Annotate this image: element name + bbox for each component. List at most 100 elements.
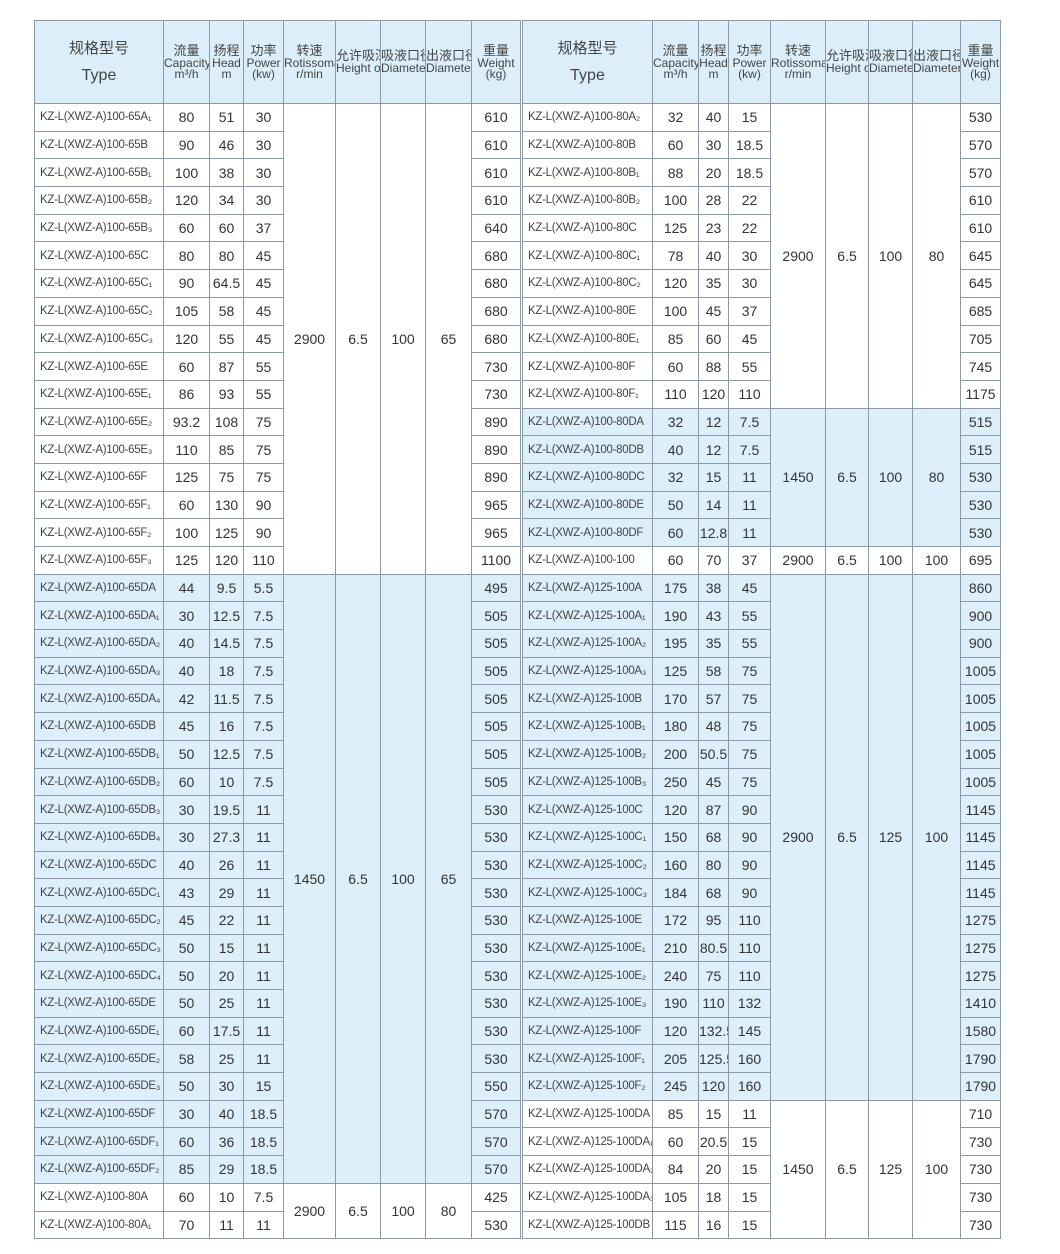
head-cell: 12 xyxy=(698,435,729,464)
capacity-cell: 60 xyxy=(652,352,699,381)
type-cell: KZ-L(XWZ-A)100-100 xyxy=(522,546,653,575)
weight-cell: 505 xyxy=(471,601,521,631)
power-cell: 11 xyxy=(243,878,284,907)
weight-cell: 890 xyxy=(471,407,521,437)
type-cell: KZ-L(XWZ-A)100-80F₁ xyxy=(522,379,653,409)
weight-cell: 610 xyxy=(471,103,521,132)
weight-cell: 530 xyxy=(471,878,521,907)
type-cell: KZ-L(XWZ-A)100-80E₁ xyxy=(522,324,653,354)
power-cell: 5.5 xyxy=(243,573,284,603)
weight-cell: 530 xyxy=(471,795,521,824)
table-row: KZ-L(XWZ-A)125-100B₃ 250 45 75 1005 xyxy=(522,767,1001,797)
speed-cell: 2900 xyxy=(770,546,826,575)
weight-cell: 730 xyxy=(960,1182,1001,1212)
head-cell: 130 xyxy=(209,490,244,520)
capacity-cell: 190 xyxy=(652,989,699,1018)
capacity-cell: 45 xyxy=(163,712,210,741)
head-cell: 20.5 xyxy=(698,1127,729,1157)
table-row: KZ-L(XWZ-A)100-65DA₄ 42 11.5 7.5 505 xyxy=(34,684,521,714)
power-cell: 7.5 xyxy=(243,1182,284,1212)
capacity-cell: 84 xyxy=(652,1155,699,1184)
weight-cell: 505 xyxy=(471,656,521,686)
table-row: KZ-L(XWZ-A)100-65DC₃ 50 15 11 530 xyxy=(34,933,521,963)
power-cell: 7.5 xyxy=(243,767,284,797)
power-cell: 75 xyxy=(243,407,284,437)
weight-cell: 610 xyxy=(960,186,1001,215)
speed-cell: 1450 xyxy=(770,407,826,548)
outlet-cell: 100 xyxy=(912,573,961,1101)
head-cell: 80 xyxy=(698,850,729,880)
weight-cell: 425 xyxy=(471,1182,521,1212)
head-cell: 40 xyxy=(698,241,729,271)
weight-cell: 1005 xyxy=(960,767,1001,797)
weight-cell: 505 xyxy=(471,684,521,714)
power-cell: 132 xyxy=(728,989,771,1018)
capacity-cell: 105 xyxy=(163,296,210,326)
power-cell: 7.5 xyxy=(243,629,284,658)
head-cell: 15 xyxy=(698,1099,729,1129)
capacity-cell: 175 xyxy=(652,573,699,603)
column-header-suction: 允许吸深Height of Suciton xyxy=(825,20,869,104)
weight-cell: 645 xyxy=(960,269,1001,298)
type-cell: KZ-L(XWZ-A)125-100A₃ xyxy=(522,656,653,686)
weight-cell: 1275 xyxy=(960,905,1001,935)
column-header-en: Diameter of Outlet xyxy=(913,61,961,75)
weight-cell: 1145 xyxy=(960,822,1001,852)
head-cell: 11.5 xyxy=(209,684,244,714)
power-cell: 55 xyxy=(728,352,771,381)
table-row: KZ-L(XWZ-A)125-100DA 85 15 11 1450 6.5 125 100 7… xyxy=(522,1099,1001,1240)
table-row: KZ-L(XWZ-A)100-80B₁ 88 20 18.5 570 xyxy=(522,158,1001,188)
power-cell: 11 xyxy=(243,850,284,880)
weight-cell: 495 xyxy=(471,573,521,603)
weight-cell: 570 xyxy=(471,1155,521,1184)
capacity-cell: 180 xyxy=(652,712,699,741)
weight-cell: 1005 xyxy=(960,712,1001,741)
table-row: KZ-L(XWZ-A)100-80DF 60 12.8 11 530 xyxy=(522,518,1001,547)
table-row: KZ-L(XWZ-A)100-65DF 30 40 18.5 570 xyxy=(34,1099,521,1129)
type-cell: KZ-L(XWZ-A)100-65DE₁ xyxy=(34,1016,164,1046)
power-cell: 15 xyxy=(728,1182,771,1212)
power-cell: 90 xyxy=(728,850,771,880)
column-header-cn: 重量 xyxy=(482,42,509,58)
capacity-cell: 43 xyxy=(163,878,210,907)
table-row: KZ-L(XWZ-A)100-65DC 40 26 11 530 xyxy=(34,850,521,880)
power-cell: 11 xyxy=(728,518,771,547)
weight-cell: 1275 xyxy=(960,933,1001,963)
capacity-cell: 150 xyxy=(652,822,699,852)
capacity-cell: 120 xyxy=(652,269,699,298)
type-cell: KZ-L(XWZ-A)100-65DC₂ xyxy=(34,905,164,935)
head-cell: 15 xyxy=(698,462,729,492)
speed-cell: 1450 xyxy=(283,573,336,1184)
power-cell: 110 xyxy=(728,961,771,990)
column-header-en: Capacity xyxy=(164,55,210,70)
speed-cell: 1450 xyxy=(770,1099,826,1240)
capacity-cell: 32 xyxy=(652,462,699,492)
power-cell: 160 xyxy=(728,1072,771,1101)
power-cell: 37 xyxy=(728,546,771,575)
power-cell: 45 xyxy=(728,324,771,354)
power-cell: 22 xyxy=(728,213,771,243)
type-cell: KZ-L(XWZ-A)100-65DA₃ xyxy=(34,656,164,686)
weight-cell: 680 xyxy=(471,296,521,326)
power-cell: 15 xyxy=(728,1155,771,1184)
weight-cell: 1145 xyxy=(960,850,1001,880)
head-cell: 120 xyxy=(698,1072,729,1101)
type-cell: KZ-L(XWZ-A)100-80E xyxy=(522,296,653,326)
head-cell: 38 xyxy=(209,158,244,188)
head-cell: 51 xyxy=(209,103,244,132)
power-cell: 55 xyxy=(243,352,284,381)
type-cell: KZ-L(XWZ-A)100-65C xyxy=(34,241,164,271)
head-cell: 34 xyxy=(209,186,244,215)
power-cell: 55 xyxy=(728,601,771,631)
head-cell: 16 xyxy=(698,1210,729,1240)
weight-cell: 710 xyxy=(960,1099,1001,1129)
type-cell: KZ-L(XWZ-A)100-65E xyxy=(34,352,164,381)
capacity-cell: 60 xyxy=(163,213,210,243)
table-row: KZ-L(XWZ-A)100-65DB₄ 30 27.3 11 530 xyxy=(34,822,521,852)
weight-cell: 505 xyxy=(471,767,521,797)
column-header-capacity: 流量 Capacity m³/h xyxy=(163,20,210,104)
power-cell: 110 xyxy=(728,933,771,963)
column-header-cn: 吸液口径 xyxy=(869,48,912,63)
